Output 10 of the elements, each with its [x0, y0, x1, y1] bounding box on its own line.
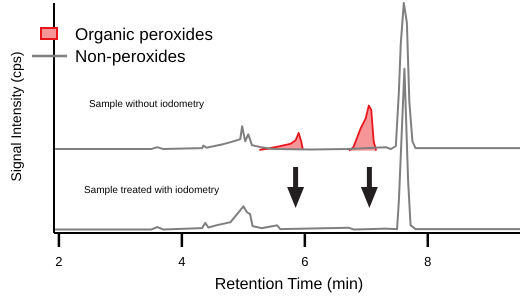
annotation: Sample without iodometry — [89, 99, 204, 110]
x-tick-label: 2 — [55, 254, 63, 269]
x-tick-label: 4 — [178, 254, 186, 269]
x-tick-label: 8 — [424, 254, 432, 269]
x-tick-label: 6 — [301, 254, 308, 269]
legend-label: Non-peroxides — [75, 47, 186, 66]
annotation: Sample treated with iodometry — [84, 185, 220, 196]
legend-label: Organic peroxides — [75, 25, 213, 44]
x-axis-title: Retention Time (min) — [214, 276, 364, 293]
y-axis-title: Signal Intensity (cps) — [8, 52, 24, 182]
